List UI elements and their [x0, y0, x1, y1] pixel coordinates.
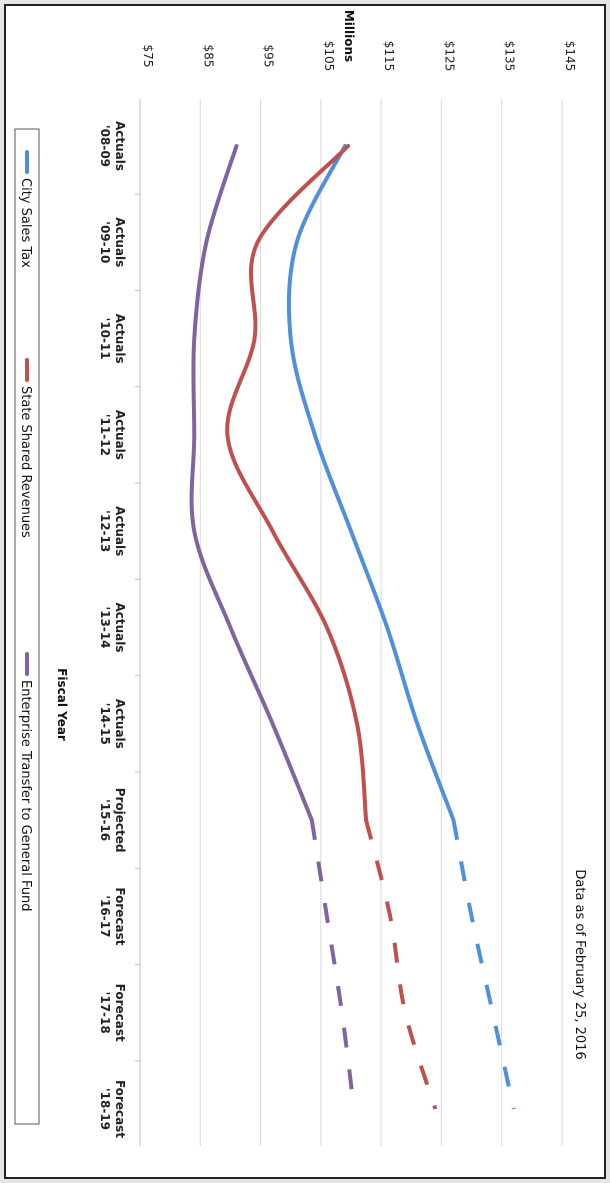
category-label: Actuals [113, 699, 127, 749]
value-tick-label: $125 [442, 41, 456, 72]
series-line-actual [225, 144, 369, 823]
value-tick-label: $75 [141, 45, 155, 68]
category-label: Actuals [113, 217, 127, 267]
category-label: '16-17 [98, 895, 112, 937]
fiscal-revenue-line-chart: $75 $85 $95 $105 $115 $125 $135 $145 Millions Fis… [14, 10, 587, 1146]
category-label: '13-14 [98, 606, 112, 648]
category-label: '14-15 [98, 703, 112, 745]
category-label: '15-16 [98, 799, 112, 841]
category-label: '11-12 [98, 414, 112, 456]
value-tick-label: $85 [201, 45, 215, 68]
value-axis-title: Millions [342, 10, 356, 62]
category-label: '09-10 [98, 221, 112, 263]
category-label: Actuals [113, 602, 127, 652]
series-line-forecast [364, 819, 438, 1110]
data-date-note: Data as of February 25, 2016 [572, 869, 587, 1059]
chart-frame: $75 $85 $95 $105 $115 $125 $135 $145 Millions Fis… [4, 4, 606, 1179]
category-label: '18-19 [98, 1088, 112, 1130]
value-tick-label: $105 [322, 41, 336, 72]
category-label: Actuals [113, 121, 127, 171]
legend-label: City Sales Tax [18, 178, 33, 268]
category-label: Actuals [113, 314, 127, 364]
category-label: Forecast [113, 1080, 127, 1138]
value-tick-label: $115 [382, 41, 396, 72]
series-line-forecast [451, 819, 516, 1110]
category-label: '12-13 [98, 510, 112, 552]
value-tick-label: $135 [503, 41, 517, 72]
legend-label: Enterprise Transfer to General Fund [18, 680, 33, 911]
series-line-actual [189, 144, 314, 823]
legend-label: State Shared Revenues [18, 386, 33, 538]
value-tick-label: $95 [262, 45, 276, 68]
category-axis-title: Fiscal Year [55, 668, 69, 741]
category-label: '17-18 [98, 992, 112, 1034]
series-line-forecast [309, 819, 356, 1110]
series-line-actual [286, 144, 456, 823]
category-label: '08-09 [98, 125, 112, 167]
category-label: '10-11 [98, 318, 112, 360]
category-label: Actuals [113, 410, 127, 460]
category-label: Actuals [113, 506, 127, 556]
category-label: Forecast [113, 887, 127, 945]
legend-box [14, 128, 40, 1125]
category-label: Forecast [113, 984, 127, 1042]
category-label: Projected [113, 788, 127, 853]
value-tick-label: $145 [563, 41, 577, 72]
